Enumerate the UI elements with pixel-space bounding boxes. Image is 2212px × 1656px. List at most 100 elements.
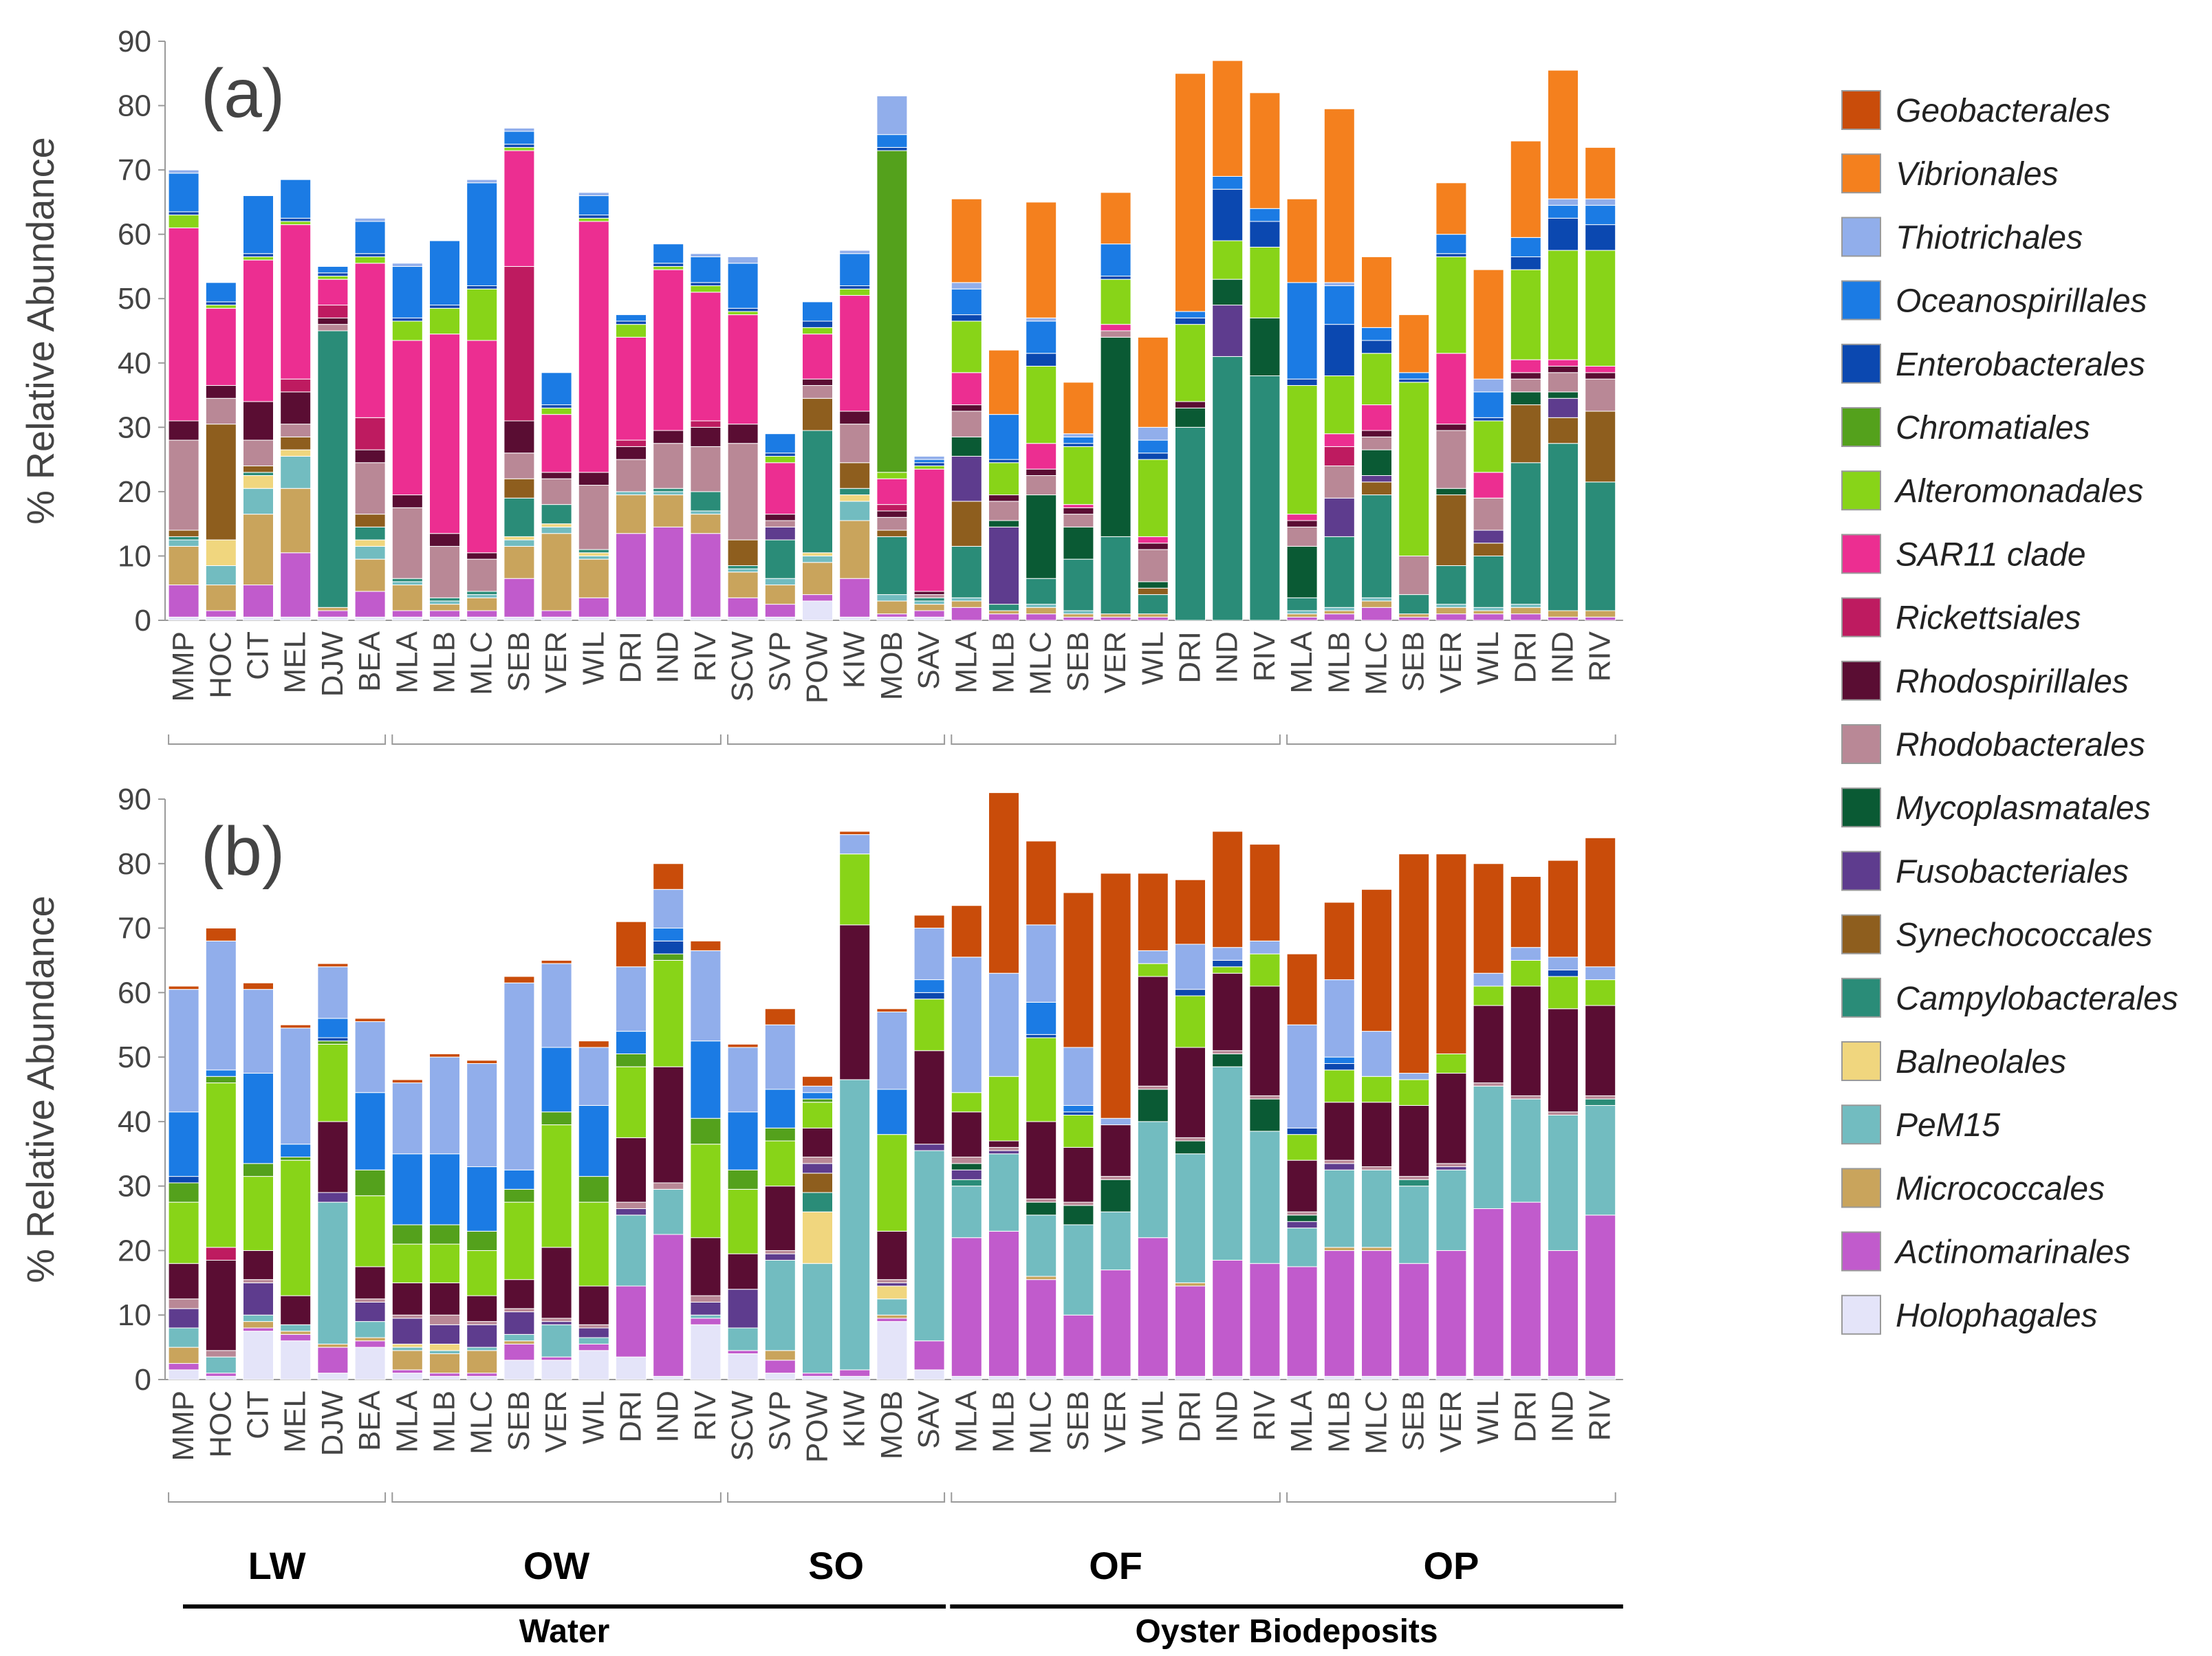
bar-segment-rhodobacterales — [1063, 514, 1094, 527]
bar-segment-geobacterales — [1249, 844, 1281, 941]
bar-segment-holophagales — [168, 616, 199, 621]
bar-segment-sar11-clade — [280, 224, 312, 380]
bar-segment-enterobacterales — [391, 317, 423, 322]
bar-segment-rhodobacterales — [1026, 1198, 1057, 1203]
legend-label: Actinomarinales — [1894, 1234, 2130, 1271]
bar-segment-alteromonadales — [466, 1250, 498, 1296]
bar-segment-fusobacteriales — [764, 526, 796, 541]
bar-stack — [1063, 382, 1094, 621]
legend-swatch — [1841, 1294, 1881, 1335]
bar-segment-pem15 — [168, 1327, 199, 1348]
legend-label: Vibrionales — [1896, 156, 2059, 193]
legend-entry: Vibrionales — [1841, 153, 2059, 194]
bar-segment-pem15 — [541, 1324, 572, 1358]
bar-segment-rhodospirillales — [1510, 985, 1541, 1096]
bar-segment-rhodobacterales — [1361, 436, 1392, 450]
bar-segment-alteromonadales — [391, 320, 423, 341]
y-tick-label: 90 — [118, 25, 151, 58]
bar-segment-mycoplasmatales — [1137, 1089, 1169, 1122]
bar-segment-micrococcales — [205, 585, 237, 611]
x-tick-label: VER — [539, 1391, 573, 1452]
bar-segment-campylobacterales — [913, 597, 945, 602]
x-tick-label: SEB — [1061, 631, 1095, 692]
bar-segment-rhodobacterales — [1473, 497, 1504, 531]
bar-segment-synechococcales — [951, 501, 982, 547]
bar-segment-mycoplasmatales — [1175, 407, 1206, 428]
bar-stack — [168, 985, 199, 1380]
bar-stack — [802, 301, 833, 621]
x-tick-label: WIL — [1136, 1391, 1169, 1444]
bar-segment-rhodospirillales — [727, 424, 759, 444]
group-bracket — [727, 734, 946, 745]
bar-stack — [503, 127, 535, 621]
bar-segment-geobacterales — [1323, 902, 1355, 981]
bar-segment-holophagales — [466, 1375, 498, 1380]
bar-segment-actinomarinales — [391, 610, 423, 618]
bar-segment-actinomarinales — [802, 594, 833, 602]
y-tick-label: 40 — [118, 1105, 151, 1139]
bar-segment-rhodospirillales — [764, 1186, 796, 1251]
bar-segment-pem15 — [1323, 1169, 1355, 1248]
bar-segment-rhodobacterales — [764, 520, 796, 527]
y-tick-label: 10 — [118, 539, 151, 573]
bar-segment-actinomarinales — [951, 607, 982, 621]
bar-segment-holophagales — [541, 1360, 572, 1380]
bar-segment-rhodospirillales — [1249, 985, 1281, 1096]
bar-segment-fusobacteriales — [317, 1192, 349, 1203]
bar-segment-thiotrichales — [1548, 957, 1579, 971]
bar-segment-alteromonadales — [1323, 1069, 1355, 1103]
bar-segment-rhodobacterales — [802, 1156, 833, 1164]
bar-segment-alteromonadales — [1063, 446, 1094, 505]
bar-stack — [616, 314, 647, 621]
bar-stack — [653, 863, 684, 1380]
bar-segment-campylobacterales — [802, 430, 833, 554]
x-tick-label: MLC — [1360, 1391, 1394, 1455]
bar-segment-actinomarinales — [1510, 613, 1541, 621]
bar-stack — [653, 243, 684, 621]
legend-entry: Actinomarinales — [1841, 1231, 2130, 1272]
x-tick-label: IND — [1546, 631, 1580, 684]
y-tick-label: 60 — [118, 976, 151, 1010]
bar-segment-micrococcales — [1361, 1247, 1392, 1251]
bar-segment-actinomarinales — [168, 585, 199, 618]
bar-segment-pem15 — [1026, 1214, 1057, 1277]
bar-segment-enterobacterales — [1548, 217, 1579, 251]
bar-segment-vibrionales — [1286, 198, 1318, 283]
bar-segment-oceanospirillales — [988, 414, 1019, 460]
bar-segment-alteromonadales — [988, 462, 1019, 496]
bar-segment-micrococcales — [391, 585, 423, 611]
y-tick-label: 50 — [118, 282, 151, 316]
bar-segment-alteromonadales — [1435, 256, 1467, 354]
bar-segment-thiotrichales — [280, 1027, 312, 1145]
bar-segment-rhodobacterales — [1585, 1095, 1616, 1100]
bar-segment-campylobacterales — [988, 604, 1019, 611]
bar-segment-pem15 — [354, 545, 386, 560]
bar-segment-oceanospirillales — [876, 134, 908, 148]
legend-entry: Chromatiales — [1841, 407, 2090, 447]
bar-segment-oceanospirillales — [1548, 205, 1579, 219]
bar-segment-enterobacterales — [1100, 275, 1131, 280]
bar-segment-micrococcales — [802, 562, 833, 596]
x-tick-label: KIW — [838, 1391, 871, 1448]
bar-stack — [1137, 873, 1169, 1380]
bar-segment-rhodobacterales — [951, 1156, 982, 1164]
bar-segment-pem15 — [541, 526, 572, 534]
bar-segment-rhodospirillales — [951, 1111, 982, 1157]
group-bracket — [951, 734, 1281, 745]
bar-segment-pem15 — [1137, 1121, 1169, 1239]
bar-segment-vibrionales — [951, 198, 982, 283]
bar-segment-balneolales — [354, 539, 386, 547]
bar-segment-micrococcales — [391, 1350, 423, 1371]
bar-segment-enterobacterales — [876, 146, 908, 151]
bar-segment-micrococcales — [429, 604, 460, 611]
bar-segment-oceanospirillales — [1323, 1056, 1355, 1064]
bar-segment-oceanospirillales — [541, 1047, 572, 1113]
bar-stack — [1510, 140, 1541, 621]
bar-segment-micrococcales — [354, 558, 386, 592]
bar-segment-campylobacterales — [653, 488, 684, 492]
x-tick-label: SEB — [1397, 631, 1431, 692]
x-tick-label: RIV — [688, 631, 722, 682]
bar-segment-pem15 — [205, 565, 237, 586]
x-tick-label: MLC — [465, 631, 499, 695]
bar-segment-rhodobacterales — [578, 1324, 609, 1329]
